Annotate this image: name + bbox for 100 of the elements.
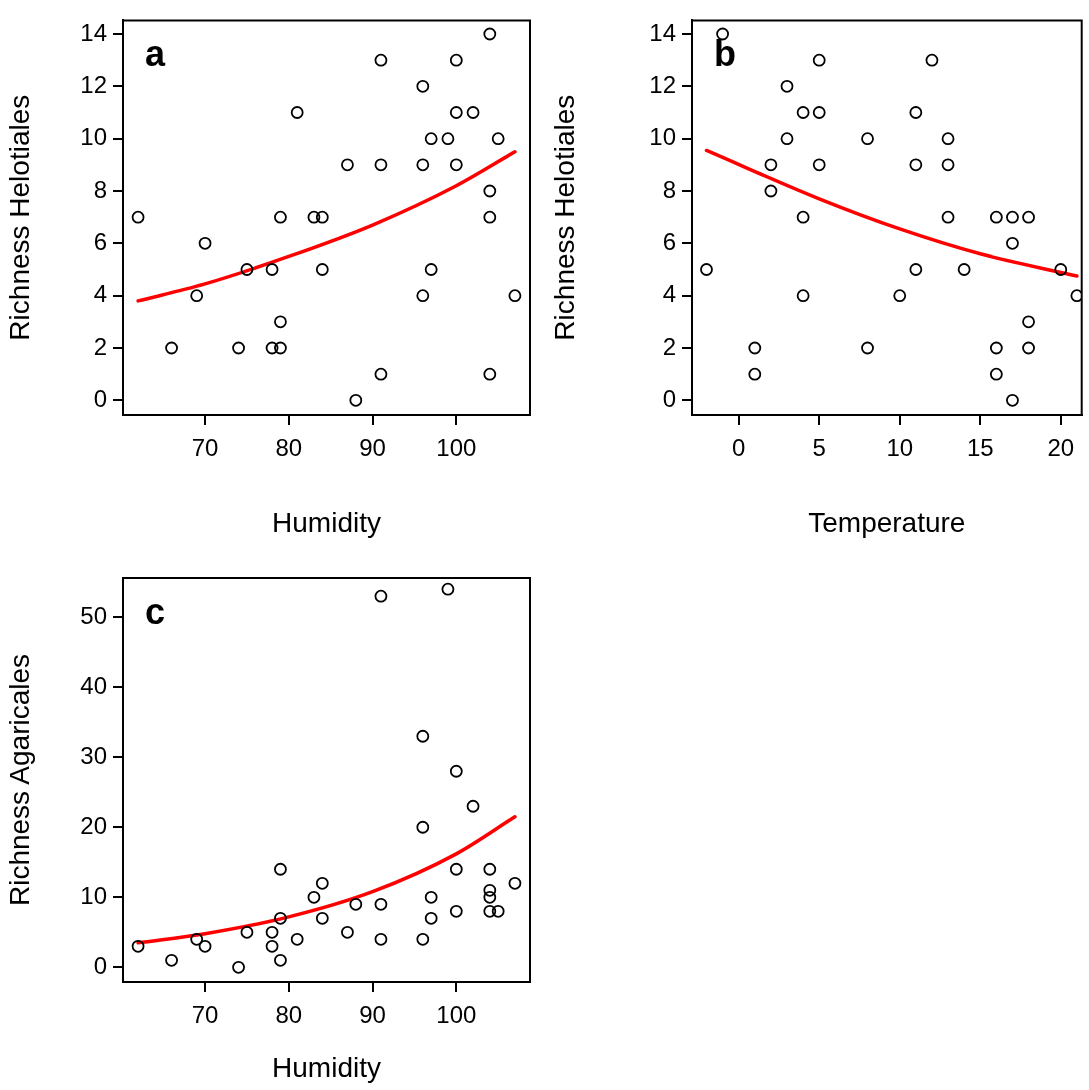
point (909, 158, 923, 172)
point (349, 393, 363, 407)
point (265, 925, 279, 939)
x-axis-title: Humidity (272, 506, 381, 538)
point (748, 341, 762, 355)
point (1070, 289, 1082, 303)
point (374, 367, 388, 381)
point (240, 925, 254, 939)
y-axis-title: Richness Helotiales (3, 94, 35, 341)
point (483, 862, 497, 876)
point (812, 158, 826, 172)
y-tick-label: 50 (80, 601, 107, 629)
point (1006, 210, 1019, 224)
point (1006, 393, 1019, 407)
point (989, 341, 1003, 355)
point (491, 132, 505, 146)
x-tick-label: 70 (191, 1001, 219, 1029)
point (449, 862, 463, 876)
point (796, 106, 810, 119)
y-tick-label: 8 (662, 175, 676, 203)
point (416, 820, 430, 834)
point (341, 925, 354, 939)
point (909, 106, 923, 119)
point (989, 210, 1003, 224)
point (441, 582, 455, 596)
point (416, 932, 430, 946)
point (424, 263, 438, 276)
point (1054, 263, 1068, 276)
point (290, 106, 304, 119)
x-tick-label: 80 (275, 434, 303, 462)
point (274, 315, 287, 329)
x-tick-label: 20 (1047, 434, 1075, 462)
point (483, 367, 497, 381)
y-tick-label: 0 (93, 951, 107, 979)
point (1022, 315, 1035, 329)
point (812, 106, 826, 119)
point (131, 939, 145, 953)
point (491, 904, 505, 918)
point (466, 799, 480, 813)
point (232, 960, 245, 974)
point (274, 210, 287, 224)
point (483, 27, 497, 41)
point (374, 589, 388, 603)
point (198, 939, 212, 953)
point (449, 764, 463, 778)
point (307, 210, 321, 224)
y-tick-label: 20 (80, 811, 107, 839)
point (449, 904, 463, 918)
y-tick-label: 0 (662, 384, 676, 412)
point (265, 263, 279, 276)
point (700, 263, 713, 276)
y-tick-label: 0 (93, 384, 107, 412)
point (861, 341, 874, 355)
point (165, 953, 178, 967)
y-tick-label: 2 (662, 332, 676, 360)
point (424, 890, 438, 904)
x-tick-label: 70 (191, 434, 219, 462)
point (232, 341, 245, 355)
y-axis-title: Richness Helotiales (548, 94, 580, 341)
point (861, 132, 874, 146)
y-tick-label: 4 (93, 280, 107, 308)
x-tick-label: 5 (812, 434, 826, 462)
point (198, 236, 212, 250)
point (941, 158, 955, 172)
point (449, 106, 463, 119)
point (1006, 236, 1019, 250)
y-tick-label: 2 (93, 332, 107, 360)
point (315, 263, 329, 276)
x-tick-label: 15 (966, 434, 994, 462)
annotation: a (145, 33, 166, 75)
y-tick-label: 10 (649, 123, 676, 151)
point (274, 862, 287, 876)
point (190, 932, 204, 946)
y-tick-label: 12 (649, 70, 676, 98)
point (796, 289, 810, 303)
point (274, 341, 287, 355)
point (441, 132, 455, 146)
point (764, 158, 778, 172)
point (466, 106, 480, 119)
point (796, 210, 810, 224)
point (416, 729, 430, 743)
point (131, 210, 145, 224)
point (1022, 341, 1035, 355)
point (416, 79, 430, 93)
point (349, 897, 363, 911)
point (508, 289, 522, 303)
point (374, 158, 388, 172)
annotation: b (714, 33, 736, 75)
point (941, 210, 955, 224)
point (989, 367, 1003, 381)
point (957, 263, 971, 276)
point (424, 911, 438, 925)
y-tick-label: 6 (662, 227, 676, 255)
point (764, 184, 778, 198)
y-tick-label: 14 (80, 18, 107, 46)
point (483, 210, 497, 224)
point (240, 263, 254, 276)
point (449, 53, 463, 67)
point (341, 158, 354, 172)
point (483, 890, 497, 904)
